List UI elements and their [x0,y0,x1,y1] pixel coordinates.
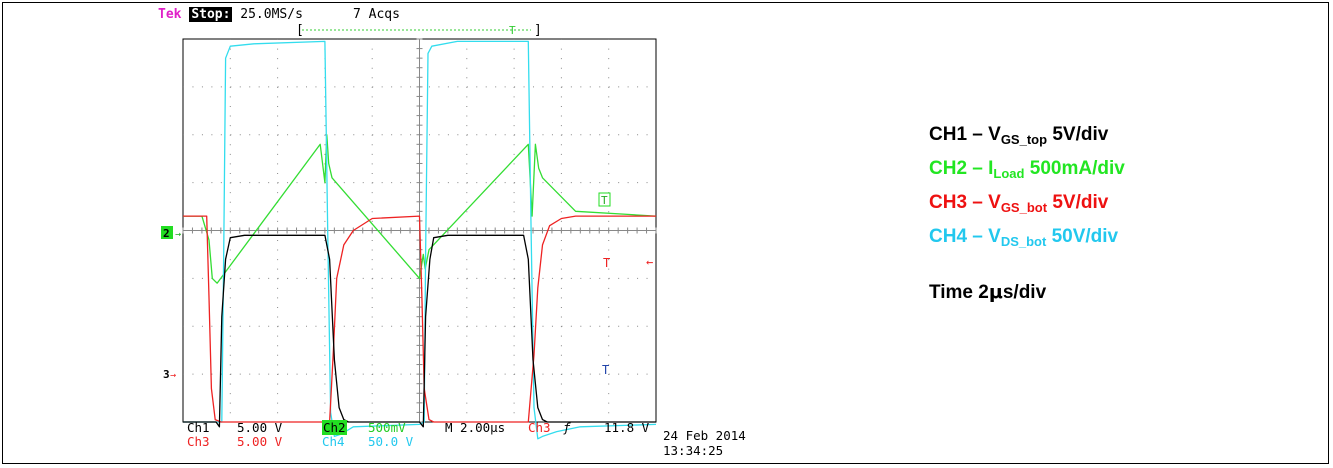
trigger-level-arrow-icon: ← [646,255,653,269]
capture-date: 24 Feb 2014 [663,428,746,443]
acquisition-state: Stop: [189,7,233,22]
sample-rate: 25.0MS/s [240,7,303,22]
ch4-cursor-marker: T [602,363,609,377]
readout-trigger-level: 11.8 V [604,420,650,435]
legend-ch2: CH2 – ILoad 500mA/div [929,158,1125,181]
trigger-point-marker: T [603,256,610,270]
ch2-level-arrow-icon: → [175,229,181,240]
trace-ch3 [183,215,656,423]
capture-timestamp: 24 Feb 2014 13:34:25 [663,428,746,458]
scope-status: Tek Stop: 25.0MS/s [158,7,303,22]
capture-time: 13:34:25 [663,443,724,458]
brand-label: Tek [158,7,182,22]
trigger-position-bar: [ T ] [296,23,542,38]
channel-markers: 2 → 3 → ← T T T [161,192,653,381]
readout-ch4-name: Ch4 [322,434,345,449]
channel-legend: CH1 – VGS_top 5V/div CH2 – ILoad 500mA/d… [929,120,1125,307]
readout-timebase: M 2.00µs [445,420,506,435]
trace-ch4 [183,40,657,440]
legend-ch4: CH4 – VDS_bot 50V/div [929,226,1119,249]
ch2-cursor-badge [598,192,611,207]
traces [183,40,657,440]
readout-ch3-scale: 5.00 V [237,434,283,449]
ch3-level-arrow-icon: → [170,370,176,381]
trigger-bracket-left: [ [296,23,304,38]
readout-ch1-scale: 5.00 V [237,420,283,435]
readout-ch1-name: Ch1 [187,420,210,435]
legend-timebase: Time 2μs/div [929,281,1047,303]
trace-ch1 [183,234,656,428]
ch2-cursor-marker: T [601,194,608,207]
ch2-level-label: 2 [163,227,170,240]
readout-trigger-source: Ch3 [528,420,551,435]
trigger-bracket-right: ] [534,23,542,38]
legend-ch3: CH3 – VGS_bot 5V/div [929,192,1109,215]
trace-ch2 [183,134,657,284]
ch2-level-badge [161,226,173,239]
readout-ch2-scale: 500mV [368,420,406,435]
readout-ch4-scale: 50.0 V [368,434,414,449]
acquisition-count: 7 Acqs [353,7,400,22]
legend-ch1: CH1 – VGS_top 5V/div [929,124,1109,147]
trigger-position-marker: T [509,24,516,37]
readout-ch3-name: Ch3 [187,434,210,449]
readout-ch2-name: Ch2 [322,420,347,435]
ch3-level-label: 3 [163,368,170,381]
trigger-slope-icon: ƒ [563,420,571,435]
